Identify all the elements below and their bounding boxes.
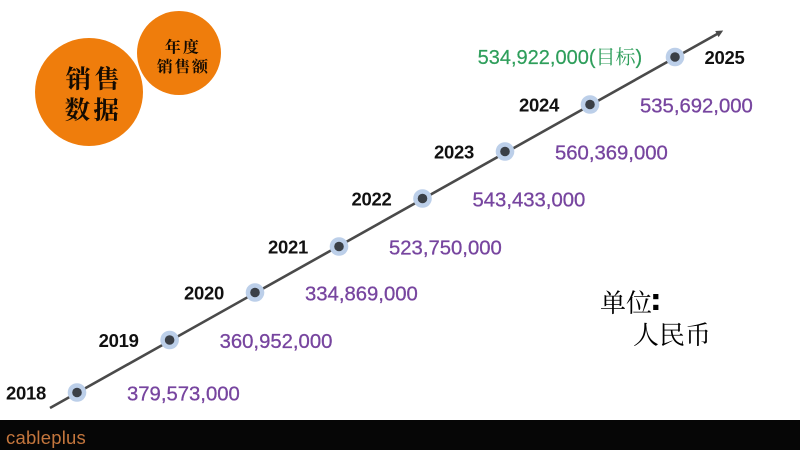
svg-text:2021: 2021: [268, 237, 308, 258]
svg-text:2019: 2019: [99, 330, 139, 351]
svg-text:2022: 2022: [352, 189, 392, 210]
svg-text:560,369,000: 560,369,000: [555, 143, 668, 165]
svg-text:543,433,000: 543,433,000: [473, 190, 586, 212]
svg-text:): ): [636, 47, 643, 69]
svg-text:2024: 2024: [519, 95, 560, 116]
svg-text:2023: 2023: [434, 142, 474, 163]
svg-text:2018: 2018: [6, 383, 46, 404]
svg-text:360,952,000: 360,952,000: [220, 331, 333, 353]
svg-text:2020: 2020: [184, 283, 224, 304]
svg-text:535,692,000: 535,692,000: [640, 96, 753, 118]
svg-text:2025: 2025: [705, 47, 745, 68]
svg-text:334,869,000: 334,869,000: [305, 284, 418, 306]
svg-text:523,750,000: 523,750,000: [389, 238, 502, 260]
svg-text:379,573,000: 379,573,000: [127, 384, 240, 406]
svg-text:cableplus: cableplus: [6, 427, 86, 448]
svg-text:534,922,000(: 534,922,000(: [478, 47, 596, 69]
